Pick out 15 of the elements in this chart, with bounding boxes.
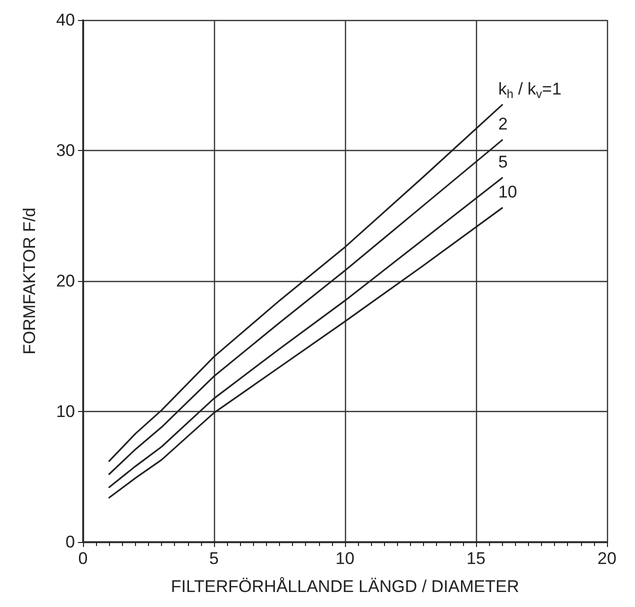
series-label: 2	[498, 114, 508, 134]
y-tick-label: 10	[56, 402, 75, 421]
y-tick-label: 20	[56, 272, 75, 290]
series-label: 10	[498, 182, 518, 202]
y-tick-label: 30	[56, 141, 75, 160]
x-tick-label: 20	[598, 549, 616, 568]
y-tick-label: 0	[66, 532, 75, 552]
x-tick-label: 10	[336, 549, 354, 568]
y-axis-title: FORMFAKTOR F/d	[20, 207, 39, 355]
series-label: 5	[498, 152, 508, 172]
x-tick-label: 5	[209, 549, 219, 568]
x-tick-label: 0	[78, 549, 88, 568]
x-tick-label: 15	[466, 549, 486, 568]
x-axis-title: FILTERFÖRHÅLLANDE LÄNGD / DIAMETER	[170, 577, 520, 596]
y-tick-label: 40	[56, 10, 75, 30]
